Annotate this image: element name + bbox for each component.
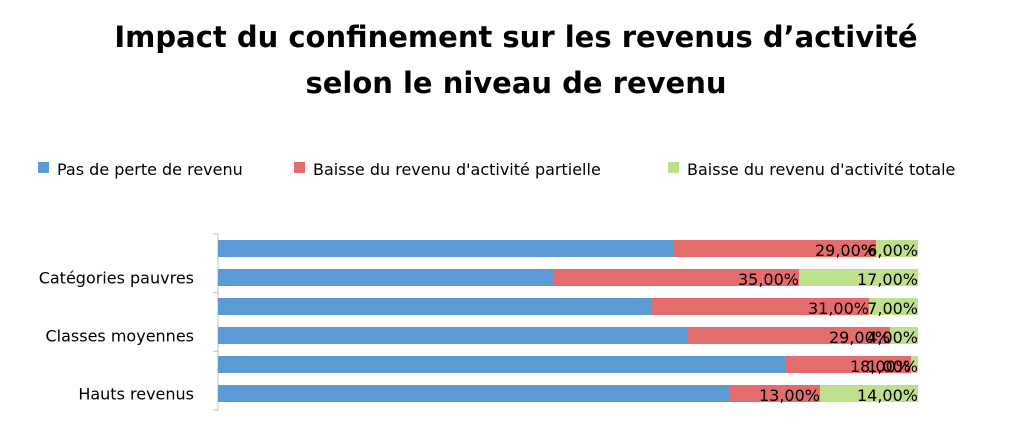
data-label-s3-r1: 6,00% xyxy=(867,241,918,260)
chart-subtitle: selon le niveau de revenu xyxy=(305,66,726,100)
data-label-s2-r2: 35,00% xyxy=(738,270,799,289)
bar-segment-s2-r1 xyxy=(673,240,876,257)
bar-segment-s3-r5 xyxy=(911,356,918,373)
data-label-s2-r3: 31,00% xyxy=(808,299,869,318)
legend-swatch-1 xyxy=(38,162,49,173)
bars xyxy=(218,240,918,402)
legend: Pas de perte de revenu Baisse du revenu d… xyxy=(38,160,955,179)
legend-label-1: Pas de perte de revenu xyxy=(57,160,243,179)
legend-swatch-3 xyxy=(668,162,679,173)
data-label-s3-r4: 4,00% xyxy=(867,328,918,347)
bar-segment-s3-r6 xyxy=(820,385,918,402)
bar-segment-s1-r2 xyxy=(218,269,554,286)
bar-segment-s1-r3 xyxy=(218,298,652,315)
y-axis xyxy=(213,233,219,411)
bar-segment-s2-r4 xyxy=(687,327,890,344)
bar-segment-s2-r3 xyxy=(652,298,869,315)
bar-segment-s3-r4 xyxy=(890,327,918,344)
bar-segment-s3-r3 xyxy=(869,298,918,315)
bar-segment-s3-r2 xyxy=(799,269,918,286)
legend-swatch-2 xyxy=(294,162,305,173)
bar-segment-s1-r6 xyxy=(218,385,729,402)
data-label-s3-r6: 14,00% xyxy=(857,386,918,405)
data-label-s3-r3: 7,00% xyxy=(867,299,918,318)
bar-segment-s1-r5 xyxy=(218,356,785,373)
bar-segment-s1-r4 xyxy=(218,327,687,344)
data-label-s2-r5: 18,00% xyxy=(850,357,911,376)
category-label-1: Catégories pauvres xyxy=(39,269,194,288)
data-label-s2-r4: 29,00% xyxy=(829,328,890,347)
bar-segment-s2-r2 xyxy=(554,269,799,286)
legend-label-2: Baisse du revenu d'activité partielle xyxy=(313,160,601,179)
data-label-s2-r1: 29,00% xyxy=(815,241,876,260)
bar-segment-s1-r1 xyxy=(218,240,673,257)
data-label-s3-r2: 17,00% xyxy=(857,270,918,289)
data-label-s2-r6: 13,00% xyxy=(759,386,820,405)
data-labels: 29,00%6,00%35,00% 17,00%31,00%7,00%29,00%… xyxy=(738,241,918,405)
bar-segment-s2-r5 xyxy=(785,356,911,373)
category-label-3: Hauts revenus xyxy=(78,385,194,404)
bar-segment-s2-r6 xyxy=(729,385,820,402)
category-labels: Catégories pauvres Classes moyennes Hauts … xyxy=(39,269,194,404)
category-label-2: Classes moyennes xyxy=(45,327,194,346)
data-label-s3-r5: 1,00% xyxy=(867,357,918,376)
chart-title: Impact du confinement sur les revenus d’… xyxy=(114,20,917,54)
bar-segment-s3-r1 xyxy=(876,240,918,257)
legend-label-3: Baisse du revenu d'activité totale xyxy=(687,160,955,179)
